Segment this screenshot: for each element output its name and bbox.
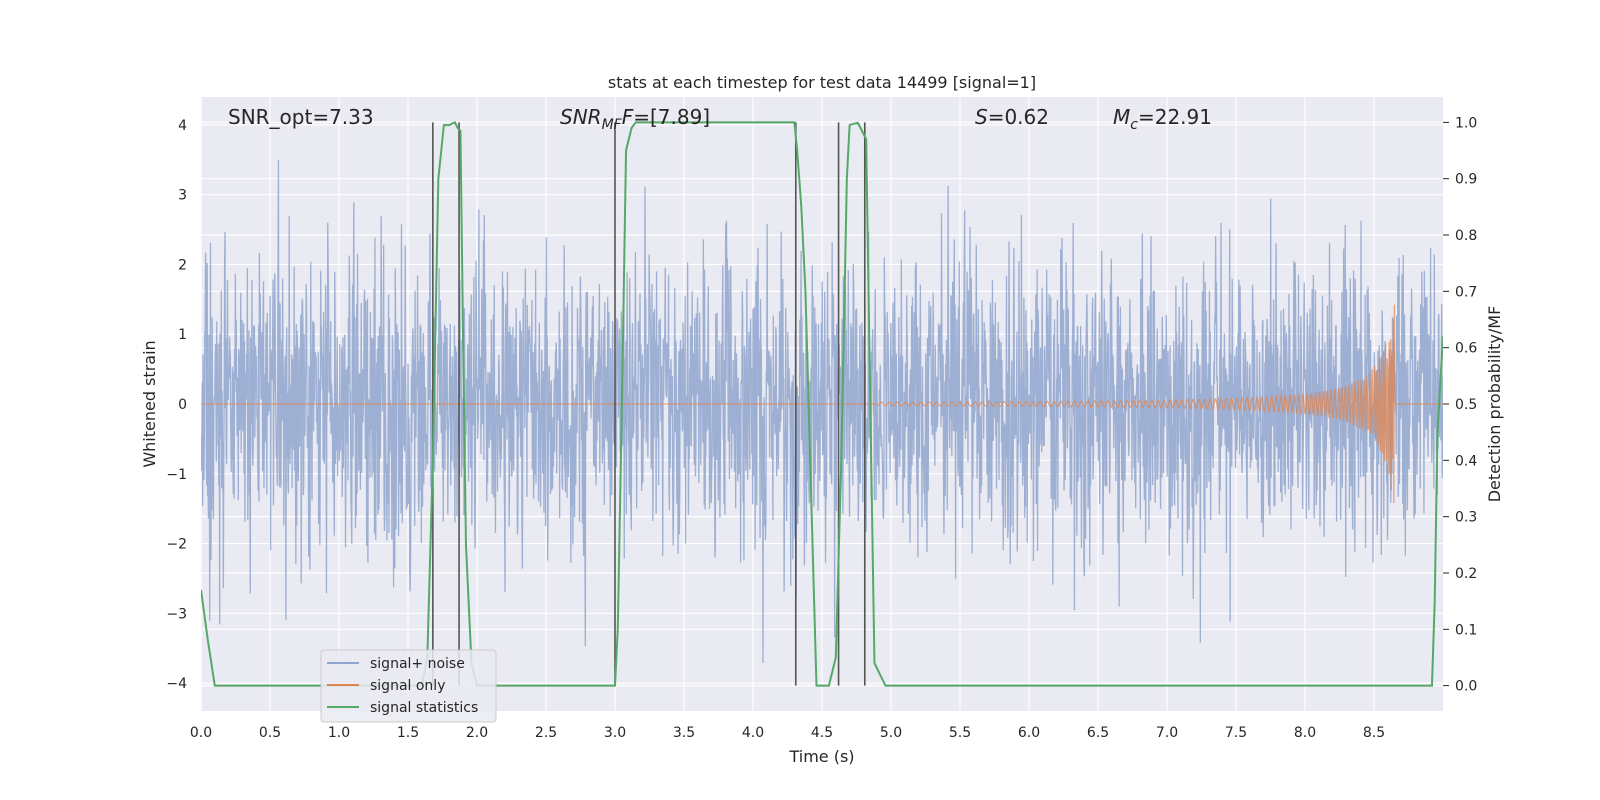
y2-tick-label: 0.0	[1455, 679, 1477, 695]
y-tick-label: −1	[166, 467, 187, 483]
signal-plus-noise-line	[201, 159, 1443, 663]
y2-tick-label: 0.2	[1455, 566, 1477, 582]
legend-label-signal-statistics: signal statistics	[370, 700, 478, 716]
x-tick-label: 0.0	[190, 725, 212, 741]
signal-plus-noise-series	[201, 159, 1443, 663]
mc-annotation: Mc=22.91	[1113, 105, 1212, 133]
x-tick-label: 2.0	[466, 725, 488, 741]
y2-tick-label: 0.9	[1455, 172, 1477, 188]
legend: signal+ noise signal only signal statist…	[320, 649, 497, 723]
chart-title: stats at each timestep for test data 144…	[608, 73, 1036, 92]
x-tick-label: 6.0	[1018, 725, 1040, 741]
legend-label-signal-noise: signal+ noise	[370, 656, 465, 672]
x-tick-label: 8.0	[1294, 725, 1316, 741]
x-tick-label: 3.0	[604, 725, 626, 741]
x-axis-ticks: 0.0 0.5 1.0 1.5 2.0 2.5 3.0 3.5 4.0 4.5 5.0 5.5 6.0 6…	[190, 725, 1385, 741]
y-tick-label: −4	[166, 676, 187, 692]
legend-box	[320, 649, 497, 723]
y2-tick-label: 0.7	[1455, 284, 1477, 300]
x-tick-label: 8.5	[1363, 725, 1385, 741]
x-tick-label: 1.0	[328, 725, 350, 741]
y2-tick-label: 0.1	[1455, 622, 1477, 638]
x-tick-label: 7.0	[1156, 725, 1178, 741]
y2-tick-label: 0.5	[1455, 397, 1477, 413]
y-tick-label: 1	[178, 327, 187, 343]
snr-mf-annotation: SNRMFF=[7.89]	[560, 105, 710, 133]
y2-tick-label: 1.0	[1455, 115, 1477, 131]
y-tick-label: 3	[178, 188, 187, 204]
y2-tick-label: 0.6	[1455, 341, 1477, 357]
y2-tick-label: 0.4	[1455, 453, 1477, 469]
x-tick-label: 2.5	[535, 725, 557, 741]
x-tick-label: 1.5	[397, 725, 419, 741]
x-tick-label: 4.5	[811, 725, 833, 741]
x-tick-label: 3.5	[673, 725, 695, 741]
signal-only-line	[201, 304, 1443, 504]
x-tick-label: 7.5	[1225, 725, 1247, 741]
x-tick-label: 4.0	[742, 725, 764, 741]
snr-opt-annotation: SNR_opt=7.33	[228, 105, 374, 129]
x-tick-label: 5.0	[880, 725, 902, 741]
signal-statistics-line	[201, 121, 1443, 687]
y-tick-label: 0	[178, 397, 187, 413]
signal-statistics-series	[201, 121, 1443, 687]
y-tick-label: 4	[178, 118, 187, 134]
legend-label-signal-only: signal only	[370, 678, 445, 694]
x-tick-label: 6.5	[1087, 725, 1109, 741]
y2-axis-label: Detection probability/MF	[1485, 306, 1504, 503]
s-annotation: S=0.62	[975, 105, 1049, 129]
x-tick-label: 0.5	[259, 725, 281, 741]
x-axis-label: Time (s)	[788, 747, 854, 766]
y-axis-ticks: 4 3 2 1 0 −1 −2 −3 −4	[166, 118, 187, 692]
x-tick-label: 5.5	[949, 725, 971, 741]
y2-axis-ticks: 1.0 0.9 0.8 0.7 0.6 0.5 0.4 0.3 0.2 0.1 0.0	[1443, 115, 1477, 695]
y2-tick-label: 0.8	[1455, 228, 1477, 244]
signal-only-series	[201, 304, 1443, 504]
y2-tick-label: 0.3	[1455, 510, 1477, 526]
y-tick-label: −2	[166, 537, 187, 553]
y-axis-label: Whitened strain	[140, 340, 159, 467]
y-tick-label: −3	[166, 606, 187, 622]
y-tick-label: 2	[178, 257, 187, 273]
